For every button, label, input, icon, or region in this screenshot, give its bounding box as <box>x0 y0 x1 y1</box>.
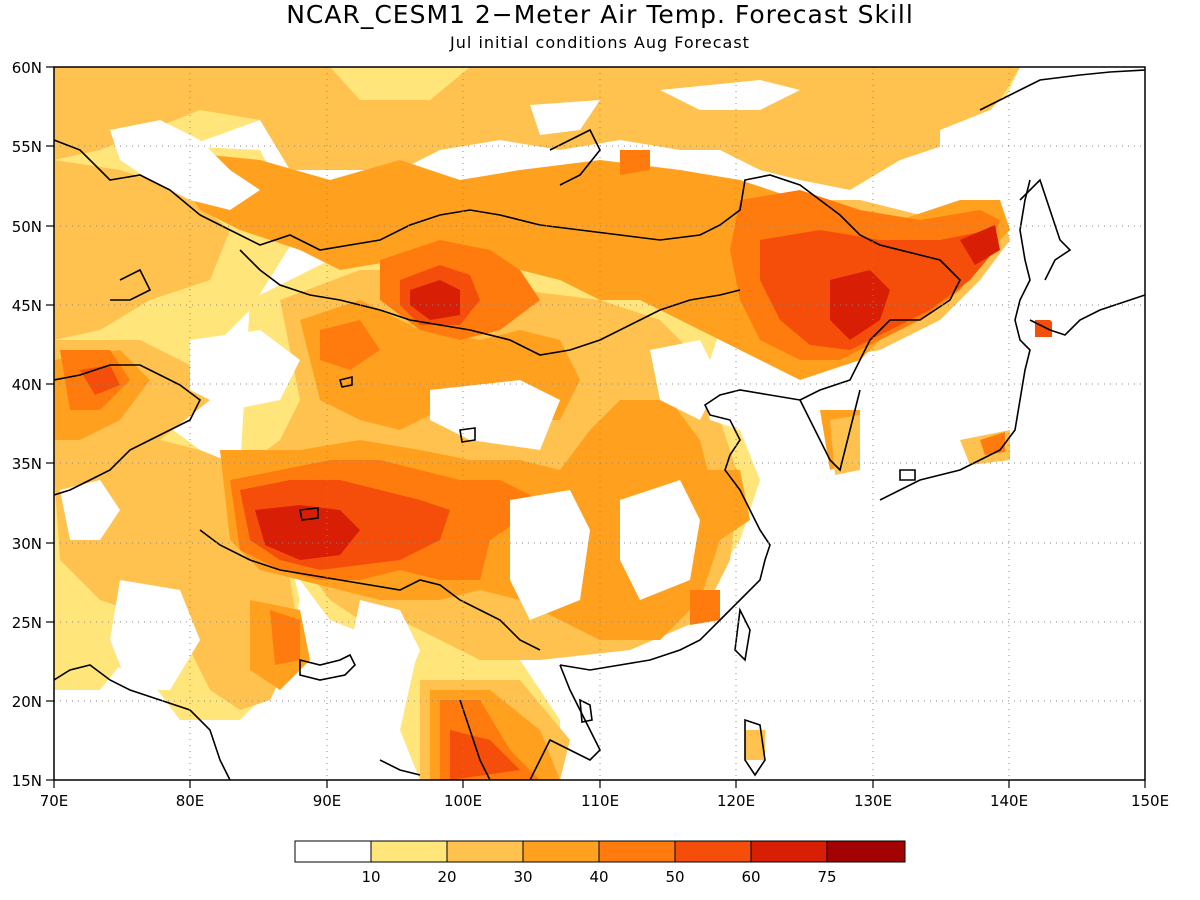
graticule <box>54 67 1145 780</box>
colorbar-swatch <box>370 840 448 863</box>
lon-tick-label: 140E <box>990 792 1028 810</box>
colorbar-swatch <box>522 840 600 863</box>
colorbar-label: 30 <box>513 868 532 886</box>
lat-tick-label: 25N <box>12 614 42 632</box>
colorbar-label: 40 <box>589 868 608 886</box>
colorbar-swatch <box>826 840 906 863</box>
lon-tick-label: 70E <box>40 792 69 810</box>
lat-tick-label: 30N <box>12 535 42 553</box>
lon-tick-labels: 70E 80E 90E 100E 110E 120E 130E 140E 150… <box>40 792 1169 810</box>
colorbar-label: 20 <box>437 868 456 886</box>
map-subtitle: Jul initial conditions Aug Forecast <box>450 33 750 52</box>
lon-tick-label: 90E <box>313 792 342 810</box>
lon-tick-label: 80E <box>176 792 205 810</box>
lat-tick-label: 50N <box>12 218 42 236</box>
colorbar-swatch <box>750 840 828 863</box>
lon-tick-label: 150E <box>1131 792 1169 810</box>
lat-tick-label: 60N <box>12 59 42 77</box>
map-title: NCAR_CESM1 2−Meter Air Temp. Forecast Sk… <box>286 0 914 29</box>
lat-tick-label: 35N <box>12 455 42 473</box>
lat-tick-label: 55N <box>12 138 42 156</box>
skill-shading <box>54 67 1145 780</box>
colorbar-label: 10 <box>361 868 380 886</box>
tick-marks <box>46 66 1146 788</box>
colorbar-swatch <box>294 840 372 863</box>
lat-tick-labels: 15N 20N 25N 30N 35N 40N 45N 50N 55N 60N <box>12 59 42 790</box>
lon-tick-label: 120E <box>717 792 755 810</box>
colorbar-swatch <box>446 840 524 863</box>
colorbar-label: 50 <box>665 868 684 886</box>
colorbar-label: 60 <box>741 868 760 886</box>
lat-tick-label: 45N <box>12 297 42 315</box>
colorbar-label: 75 <box>817 868 836 886</box>
colorbar-swatch <box>598 840 676 863</box>
lat-tick-label: 15N <box>12 772 42 790</box>
colorbar-swatch <box>674 840 752 863</box>
lat-tick-label: 20N <box>12 693 42 711</box>
lon-tick-label: 130E <box>854 792 892 810</box>
lat-tick-label: 40N <box>12 376 42 394</box>
colorbar: 10 20 30 40 50 60 75 <box>294 840 906 886</box>
coastlines <box>54 69 1145 780</box>
lon-tick-label: 100E <box>444 792 482 810</box>
lon-tick-label: 110E <box>581 792 619 810</box>
